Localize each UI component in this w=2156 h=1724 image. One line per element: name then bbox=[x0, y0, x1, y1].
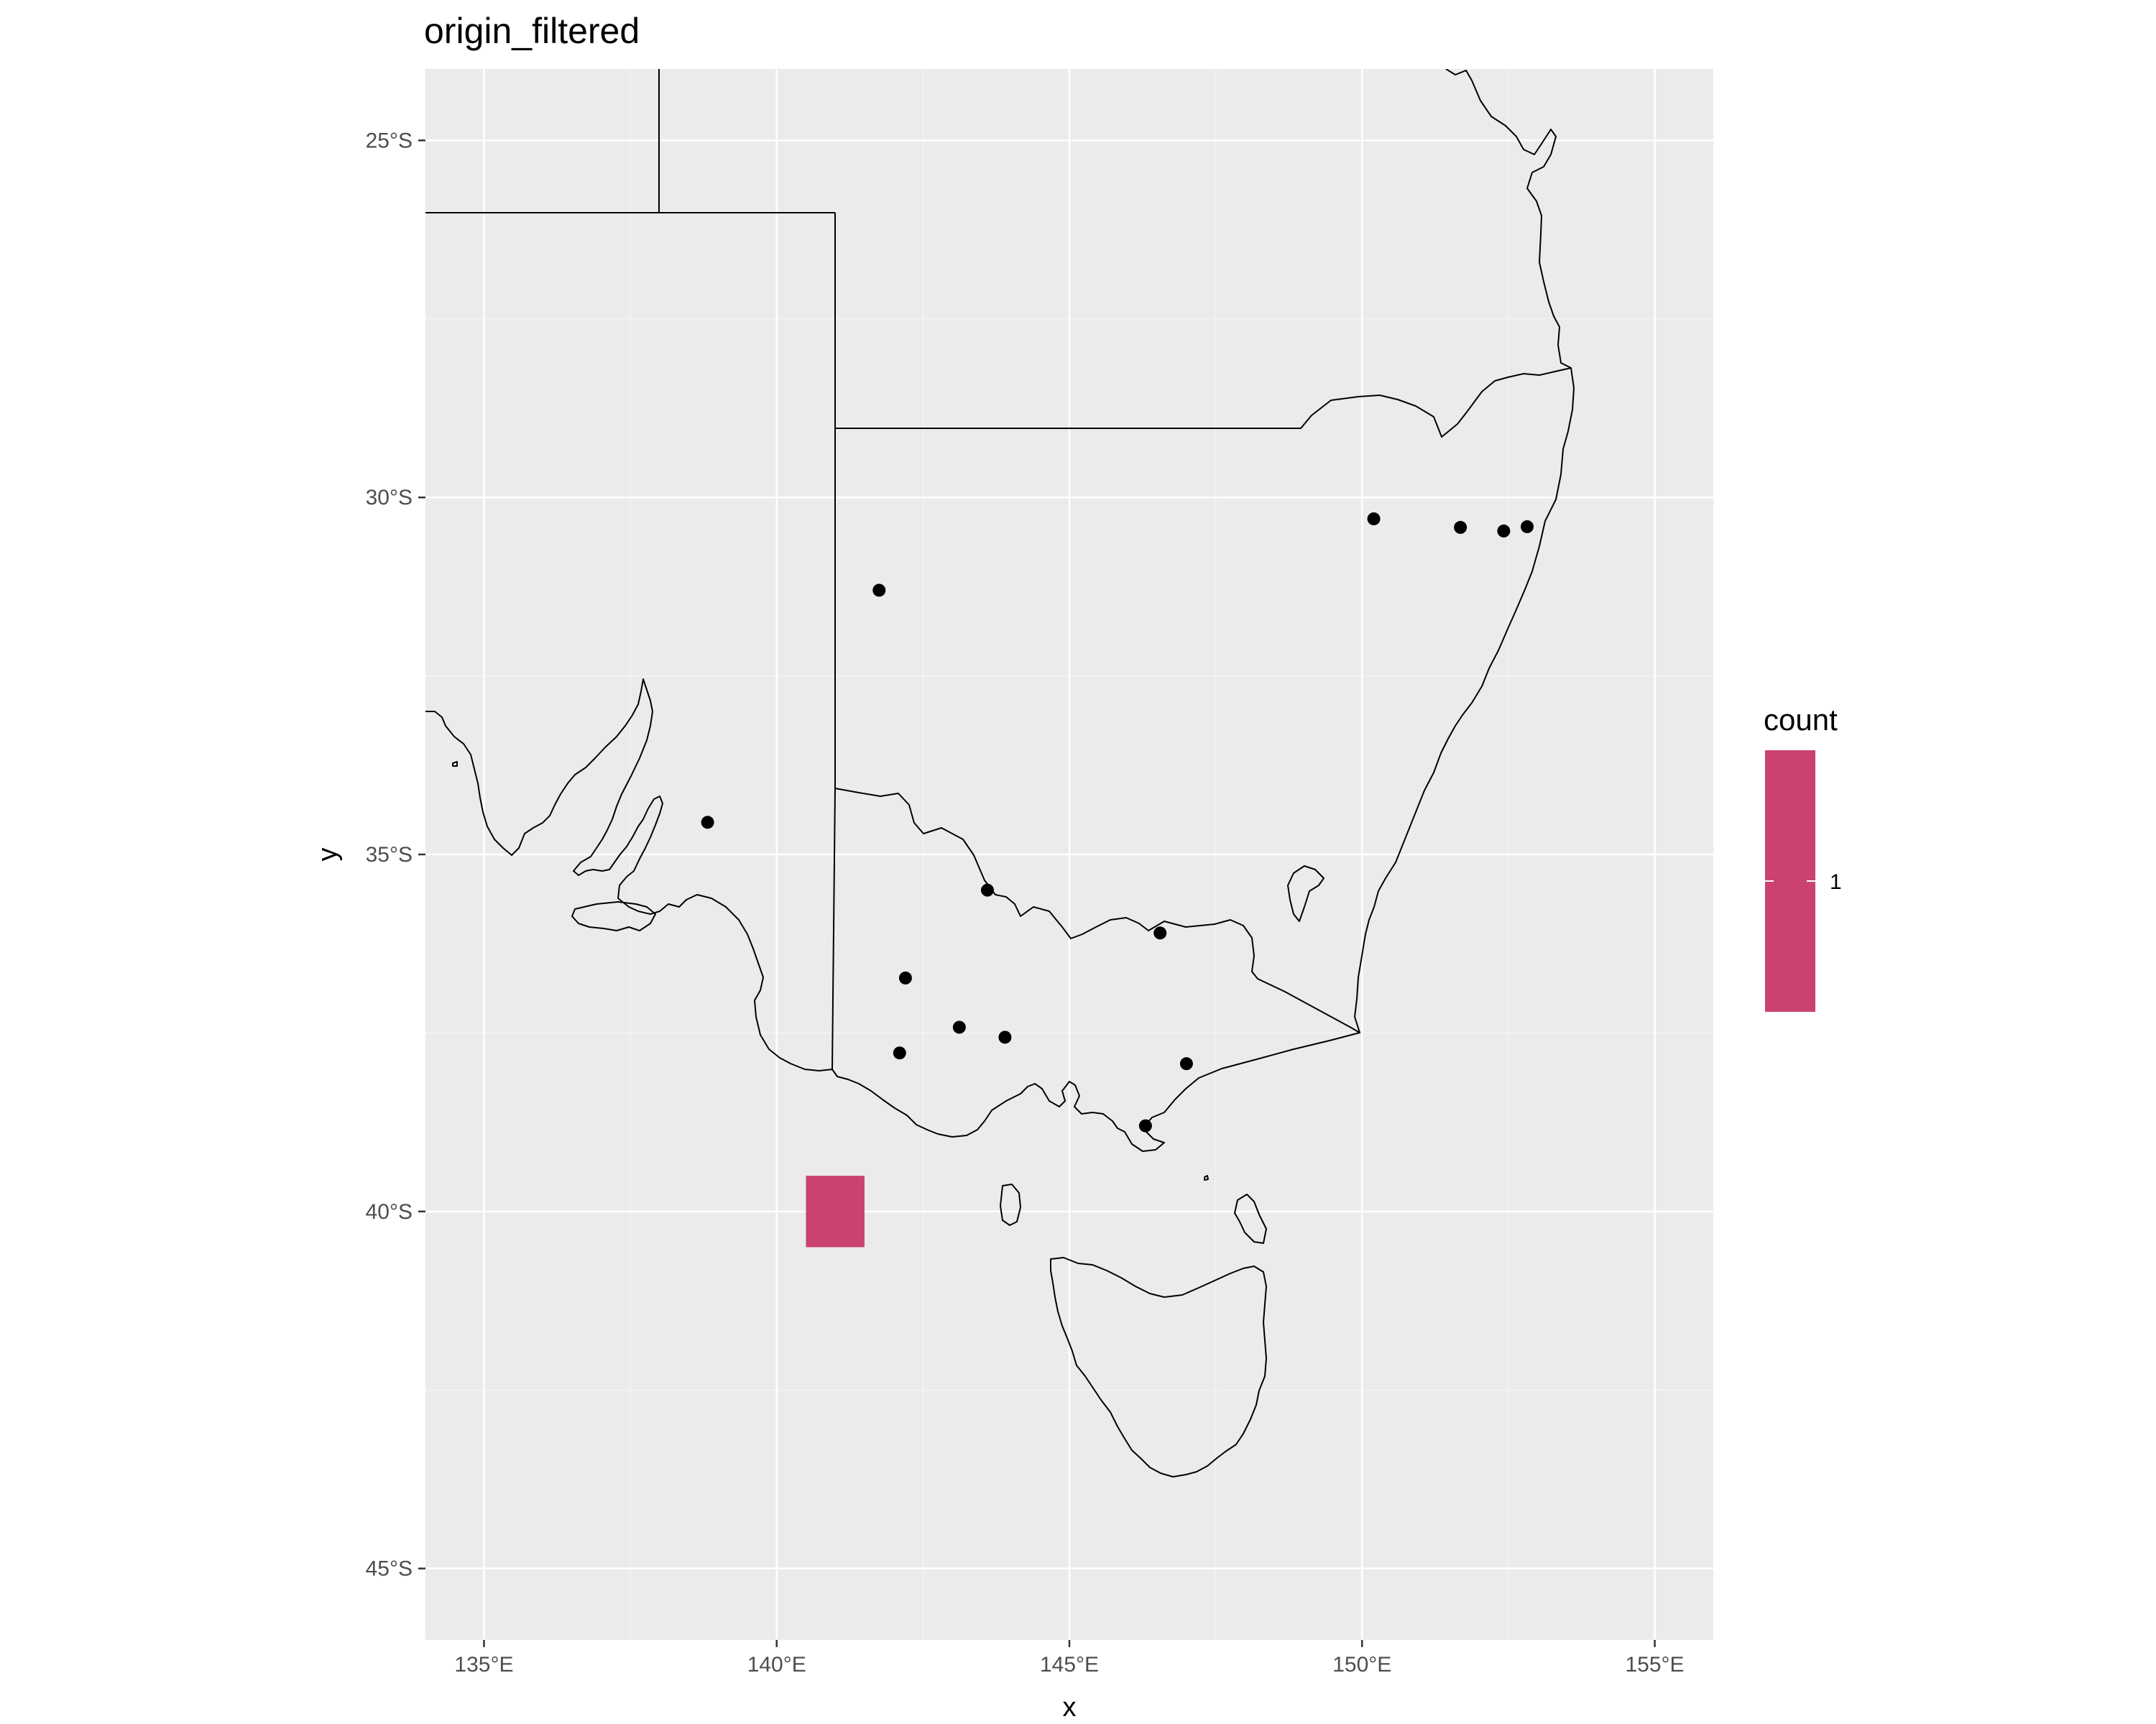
legend-title: count bbox=[1764, 703, 1838, 737]
coastline-east bbox=[637, 69, 1575, 1152]
king-island bbox=[1000, 1184, 1021, 1226]
coastline-gulfs bbox=[425, 678, 663, 912]
y-axis-title: y bbox=[313, 848, 343, 862]
plot-title: origin_filtered bbox=[424, 11, 640, 51]
kangaroo-island bbox=[571, 901, 656, 931]
tile-layer bbox=[806, 1176, 865, 1248]
border-qld-nsw bbox=[835, 367, 1572, 438]
occurrence-point bbox=[1497, 524, 1511, 538]
tasmania bbox=[1050, 1257, 1267, 1478]
flinders-island bbox=[1234, 1194, 1267, 1244]
x-axis: 135°E 140°E 145°E 150°E 155°E bbox=[454, 1640, 1685, 1677]
occurrence-point bbox=[1179, 1057, 1193, 1071]
x-axis-title: x bbox=[1063, 1692, 1077, 1723]
occurrence-point bbox=[893, 1046, 906, 1060]
occurrence-point bbox=[872, 584, 886, 597]
point-layer bbox=[701, 512, 1534, 1133]
border-vic-nsw bbox=[834, 788, 1360, 1033]
occurrence-point bbox=[898, 971, 912, 985]
island-sa bbox=[452, 761, 458, 767]
occurrence-point bbox=[980, 883, 994, 897]
x-tick-label: 145°E bbox=[1040, 1653, 1099, 1677]
map-borders bbox=[425, 69, 1575, 1478]
occurrence-point bbox=[1454, 520, 1468, 534]
count-tile bbox=[806, 1176, 865, 1248]
x-tick-label: 135°E bbox=[454, 1653, 513, 1677]
gridlines bbox=[425, 69, 1713, 1640]
occurrence-point bbox=[701, 816, 714, 829]
y-axis: 25°S 30°S 35°S 40°S 45°S bbox=[366, 129, 425, 1581]
occurrence-point bbox=[1138, 1119, 1152, 1133]
plot-panel bbox=[425, 69, 1713, 1640]
y-tick-label: 30°S bbox=[366, 486, 413, 510]
occurrence-point bbox=[1520, 520, 1534, 533]
legend: count 1 bbox=[1764, 703, 1842, 1012]
legend-label: 1 bbox=[1830, 870, 1842, 894]
y-tick-label: 45°S bbox=[366, 1557, 413, 1581]
x-tick-label: 155°E bbox=[1626, 1653, 1685, 1677]
occurrence-point bbox=[1367, 512, 1381, 525]
y-tick-label: 35°S bbox=[366, 843, 413, 867]
x-tick-label: 140°E bbox=[747, 1653, 806, 1677]
occurrence-point bbox=[1153, 926, 1167, 940]
y-tick-label: 25°S bbox=[366, 129, 413, 152]
y-tick-label: 40°S bbox=[366, 1200, 413, 1224]
lake-illawarra-area bbox=[1287, 865, 1325, 922]
bass-strait-islet bbox=[1204, 1175, 1209, 1181]
occurrence-point bbox=[998, 1031, 1012, 1044]
x-tick-label: 150°E bbox=[1332, 1653, 1391, 1677]
occurrence-point bbox=[952, 1020, 966, 1034]
